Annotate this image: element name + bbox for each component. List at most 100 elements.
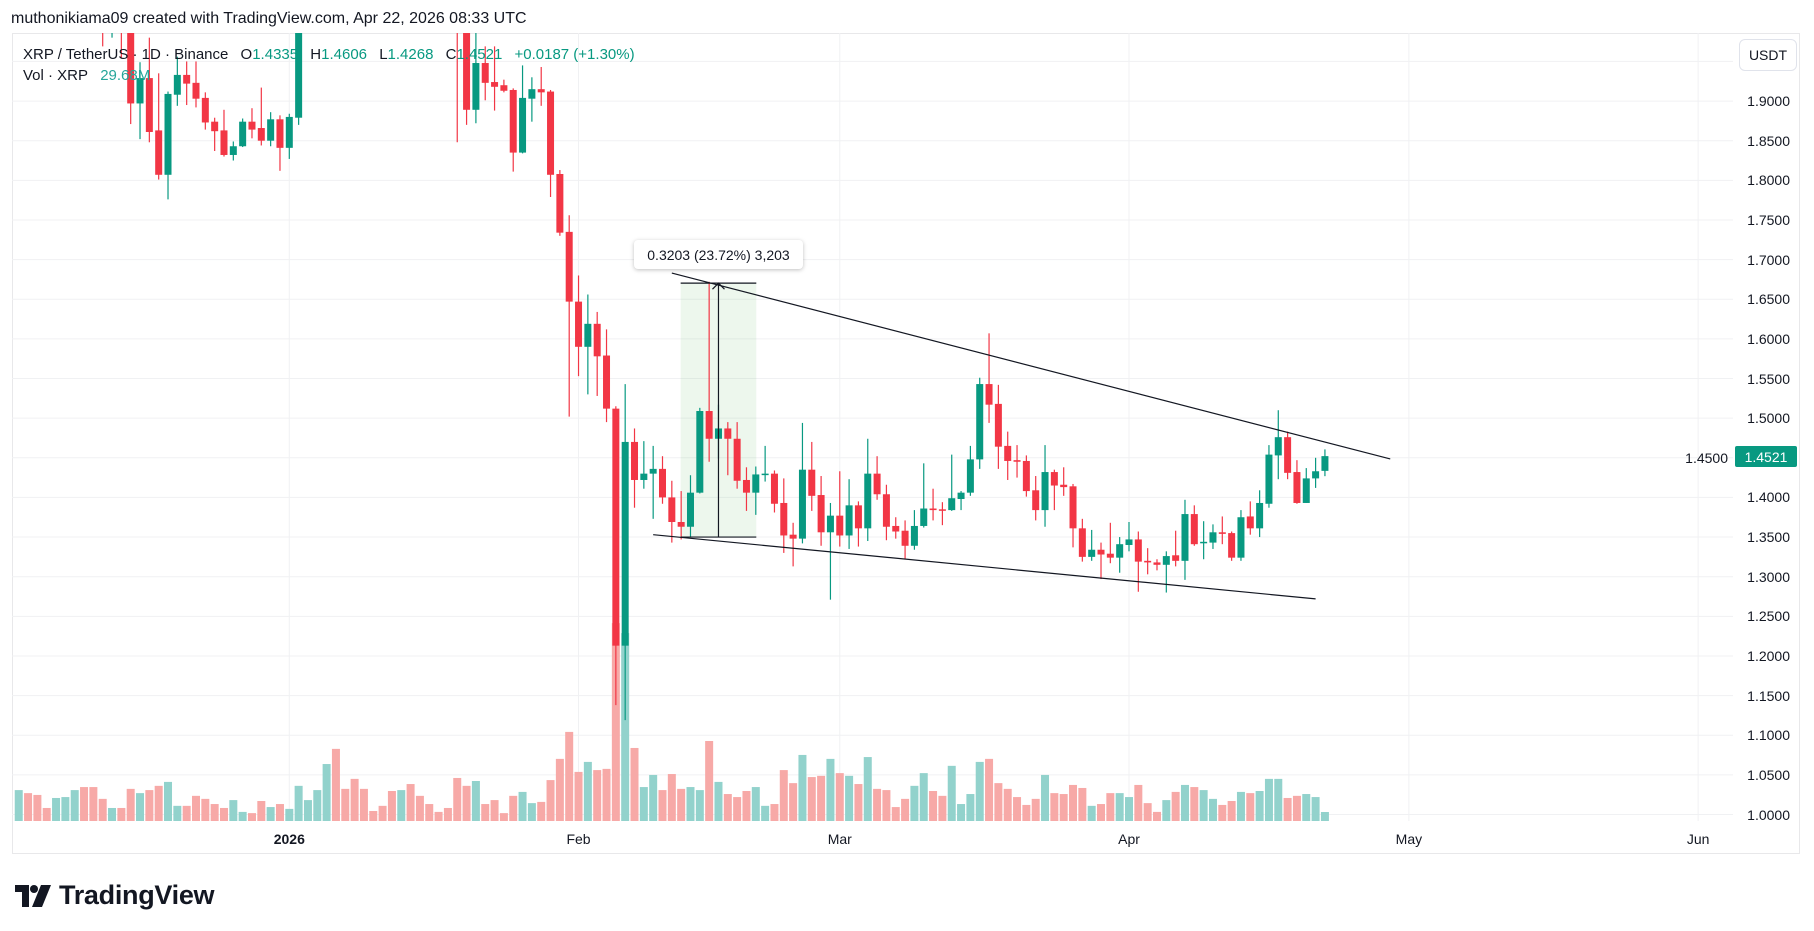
candle bbox=[257, 87, 265, 146]
candle bbox=[659, 456, 666, 504]
candle-body bbox=[519, 97, 527, 153]
candle-body bbox=[1069, 486, 1077, 529]
price-chart-plot[interactable] bbox=[12, 33, 1733, 821]
volume-bar bbox=[929, 791, 938, 821]
volume-bar bbox=[499, 813, 508, 821]
candle bbox=[509, 88, 517, 172]
candle-body bbox=[183, 74, 191, 84]
candle-body bbox=[155, 130, 163, 175]
volume-bar bbox=[751, 787, 760, 821]
volume-bar bbox=[70, 790, 79, 821]
candle bbox=[994, 384, 1002, 469]
candle-body bbox=[1256, 502, 1264, 529]
candle bbox=[966, 445, 974, 496]
volume-bar bbox=[807, 777, 816, 821]
candle bbox=[1209, 524, 1217, 549]
candle bbox=[1284, 431, 1292, 480]
candle-body bbox=[1162, 556, 1170, 565]
candle bbox=[1022, 455, 1030, 497]
volume-bar bbox=[434, 811, 443, 821]
volume-bar bbox=[779, 770, 788, 821]
date-tick-label: 2026 bbox=[273, 831, 305, 847]
legend-change: +0.0187 (+1.30%) bbox=[514, 46, 635, 63]
candle bbox=[1125, 521, 1133, 552]
volume-bar bbox=[1218, 804, 1227, 821]
candle-body bbox=[631, 441, 639, 480]
candle-body bbox=[1200, 541, 1208, 544]
candle-body bbox=[770, 473, 778, 504]
volume-bar bbox=[490, 800, 499, 821]
candle bbox=[248, 108, 256, 139]
candle bbox=[575, 275, 583, 377]
volume-bars bbox=[14, 623, 1329, 821]
candle bbox=[145, 37, 153, 143]
candle bbox=[640, 441, 648, 489]
candle-body bbox=[481, 63, 489, 83]
candle bbox=[1256, 490, 1264, 538]
price-tick-label: 1.7000 bbox=[1747, 251, 1790, 268]
date-tick-label: Mar bbox=[827, 831, 852, 847]
candle bbox=[873, 456, 881, 500]
candle bbox=[472, 33, 480, 124]
candle-body bbox=[1060, 484, 1068, 488]
price-tick-label: 1.6000 bbox=[1747, 330, 1790, 347]
candle-body bbox=[789, 534, 797, 539]
volume-bar bbox=[1022, 804, 1031, 821]
candle bbox=[817, 476, 825, 546]
candle bbox=[120, 33, 122, 59]
tradingview-logo[interactable]: TradingView bbox=[15, 880, 215, 911]
candle-body bbox=[556, 173, 564, 233]
grid-lines bbox=[12, 33, 1733, 821]
candle-body bbox=[1106, 553, 1114, 558]
date-tick-label: May bbox=[1395, 831, 1423, 847]
candle-body bbox=[910, 525, 918, 546]
volume-bar bbox=[947, 765, 956, 821]
candle bbox=[537, 66, 545, 106]
legend-volume-label[interactable]: Vol · XRP bbox=[23, 67, 89, 84]
candle bbox=[1246, 501, 1254, 535]
volume-bar bbox=[1069, 784, 1078, 821]
candle-body bbox=[1284, 437, 1292, 473]
legend-symbol[interactable]: XRP / TetherUS · 1D · Binance bbox=[23, 46, 229, 63]
volume-bar bbox=[593, 770, 602, 821]
volume-bar bbox=[1171, 791, 1180, 821]
candle bbox=[500, 79, 508, 93]
candle bbox=[1172, 530, 1180, 567]
candle-body bbox=[1032, 490, 1040, 511]
candle-body bbox=[826, 515, 834, 533]
volume-bar bbox=[1255, 791, 1264, 821]
volume-bar bbox=[639, 787, 648, 821]
candle bbox=[985, 333, 993, 423]
volume-bar bbox=[229, 800, 238, 821]
candle-body bbox=[1134, 539, 1142, 562]
volume-bar bbox=[425, 804, 434, 821]
volume-bar bbox=[443, 807, 452, 821]
candle-body bbox=[528, 89, 536, 99]
candle bbox=[127, 33, 135, 125]
volume-bar bbox=[798, 754, 807, 821]
candle bbox=[201, 92, 209, 130]
volume-bar bbox=[667, 774, 676, 821]
volume-bar bbox=[630, 747, 639, 821]
volume-bar bbox=[994, 783, 1003, 821]
volume-bar bbox=[1227, 801, 1236, 821]
candle-body bbox=[901, 530, 909, 546]
volume-bar bbox=[471, 781, 480, 821]
price-tick-label: 1.4000 bbox=[1747, 489, 1790, 506]
volume-bar bbox=[14, 790, 23, 821]
candle-body bbox=[1228, 533, 1236, 558]
volume-bar bbox=[845, 775, 854, 821]
volume-bar bbox=[108, 807, 117, 821]
candle bbox=[1106, 522, 1114, 564]
candle-body bbox=[724, 428, 732, 439]
candle-body bbox=[612, 408, 620, 646]
candle-body bbox=[1116, 544, 1124, 558]
volume-bar bbox=[1031, 798, 1040, 821]
volume-bar bbox=[1059, 794, 1068, 821]
tradingview-logo-icon bbox=[15, 884, 51, 907]
chart-frame bbox=[12, 33, 1800, 854]
volume-bar bbox=[453, 777, 462, 821]
volume-bar bbox=[817, 775, 826, 821]
candle bbox=[491, 46, 499, 111]
currency-button[interactable]: USDT bbox=[1739, 39, 1797, 71]
